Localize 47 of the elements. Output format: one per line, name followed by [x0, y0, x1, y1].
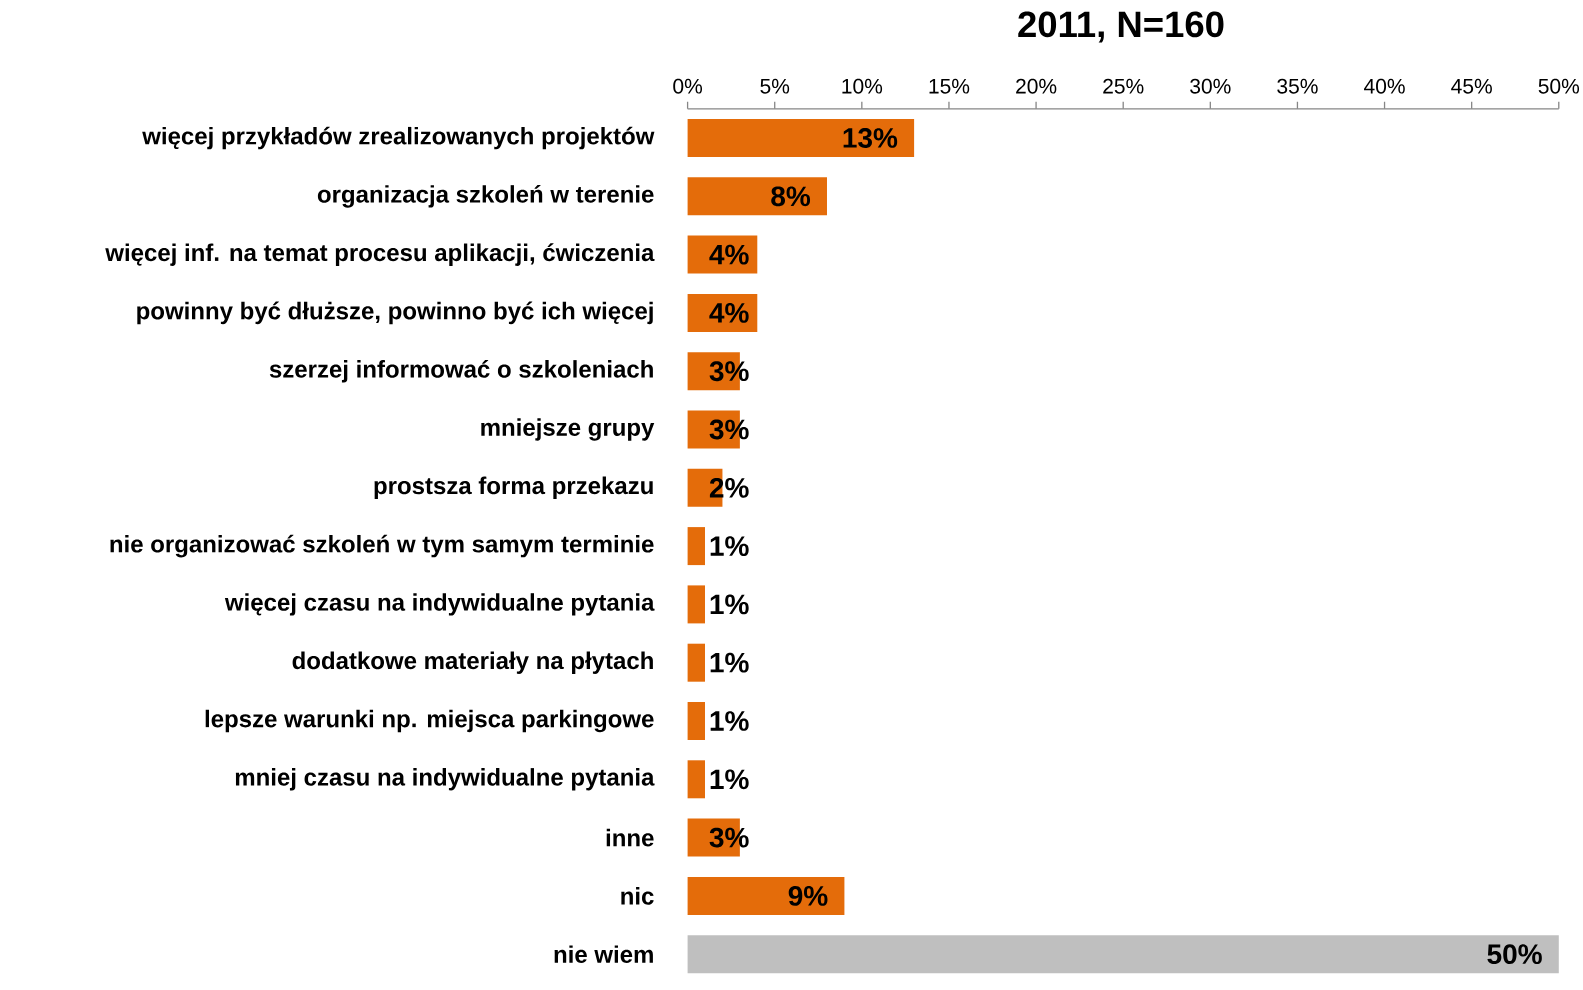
y-tick-label: lepsze warunki np. miejsca parkingowe	[205, 709, 654, 733]
y-tick-label: dodatkowe materiały na płytach	[292, 651, 653, 674]
data-label: 13%	[843, 128, 898, 148]
y-tick-label: mniejsze grupy	[481, 418, 655, 441]
bar	[687, 585, 706, 624]
bar	[687, 527, 706, 566]
x-tick-label: 20%	[1016, 78, 1057, 94]
bar	[687, 177, 827, 216]
bar	[687, 935, 1559, 974]
x-tick-label: 15%	[929, 78, 970, 94]
bar	[687, 119, 915, 157]
y-tick-label: więcej przykładów zrealizowanych projektów	[142, 126, 655, 150]
data-label: 4%	[709, 244, 749, 265]
y-tick-label: więcej czasu na indywidualne pytania	[224, 593, 655, 616]
y-tick-label: nic	[621, 887, 654, 905]
x-tick-label: 30%	[1190, 78, 1231, 94]
y-tick-label: prostsza forma przekazu	[374, 476, 653, 499]
data-label: 1%	[710, 711, 749, 731]
bar	[687, 702, 706, 740]
x-tick-label: 0%	[673, 78, 703, 94]
y-tick-label: nie wiem	[554, 945, 653, 964]
y-tick-label: mniej czasu na indywidualne pytania	[235, 768, 655, 791]
y-tick-label: powinny być dłuższe, powinno być ich więcej	[137, 301, 653, 325]
data-label: 1%	[710, 769, 749, 790]
x-tick-label: 10%	[842, 78, 883, 94]
x-tick-label: 5%	[760, 78, 790, 94]
x-tick-label: 40%	[1364, 78, 1405, 94]
data-label: 1%	[710, 652, 749, 673]
y-tick-label: nie organizować szkoleń w tym samym terminie	[110, 534, 654, 558]
data-label: 9%	[788, 885, 828, 906]
bar	[687, 643, 706, 682]
y-tick-label: organizacja szkoleń w terenie	[317, 184, 654, 208]
bar	[687, 760, 706, 799]
chart-title: 2011, N=160	[1018, 11, 1224, 43]
data-label: 1%	[710, 536, 749, 556]
x-tick-label: 50%	[1538, 78, 1580, 94]
data-label: 4%	[709, 303, 749, 323]
data-label: 50%	[1487, 944, 1542, 965]
bar	[687, 876, 845, 915]
x-tick-label: 35%	[1277, 78, 1318, 94]
y-tick-label: inne	[606, 828, 654, 847]
data-label: 1%	[710, 594, 749, 615]
y-tick-label: więcej inf. na temat procesu aplikacji, ćwiczenia	[105, 243, 655, 266]
y-tick-label: szerzej informować o szkoleniach	[269, 359, 653, 383]
data-label: 8%	[771, 186, 811, 207]
x-tick-label: 25%	[1103, 78, 1144, 94]
x-tick-label: 45%	[1451, 78, 1492, 94]
